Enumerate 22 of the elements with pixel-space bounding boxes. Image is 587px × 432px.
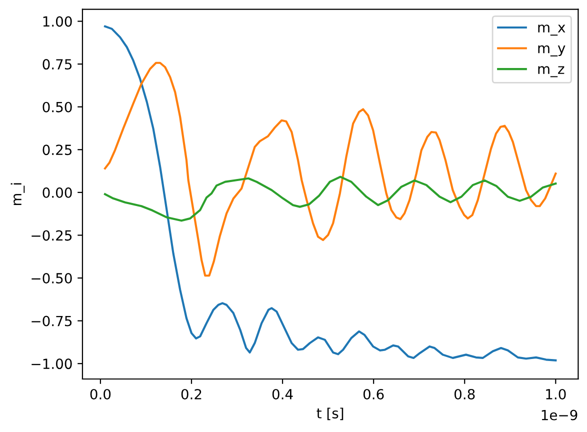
line-series [104,176,557,222]
x-axis-title: t [s] [316,408,344,420]
x-tick-label: 1.0 [546,388,566,400]
y-axis-title: m_i [10,183,25,206]
y-tick-label: −0.50 [32,272,72,284]
x-tick-label: 0.0 [90,388,111,400]
y-tick-label: −1.00 [32,358,72,370]
x-tick-label: 0.4 [272,388,293,400]
y-tick-label: −0.25 [32,230,72,241]
text: 1e−9 [542,410,578,420]
y-tick-label: 1.00 [43,16,72,27]
x-tick-label: 0.6 [363,388,384,400]
x-tick-label: 0.8 [454,388,475,400]
legend-label: m_y [538,45,566,56]
y-tick-label: 0.25 [42,144,72,156]
y-tick-label: 0.50 [42,102,72,112]
y-tick-label: −0.75 [32,316,72,326]
y-tick-label: 0.75 [42,59,72,70]
legend-label: m_x [538,24,566,36]
y-tick-label: 0.00 [42,187,72,198]
legend-label: m_z [538,66,564,78]
x-tick-label: 0.2 [181,388,202,400]
